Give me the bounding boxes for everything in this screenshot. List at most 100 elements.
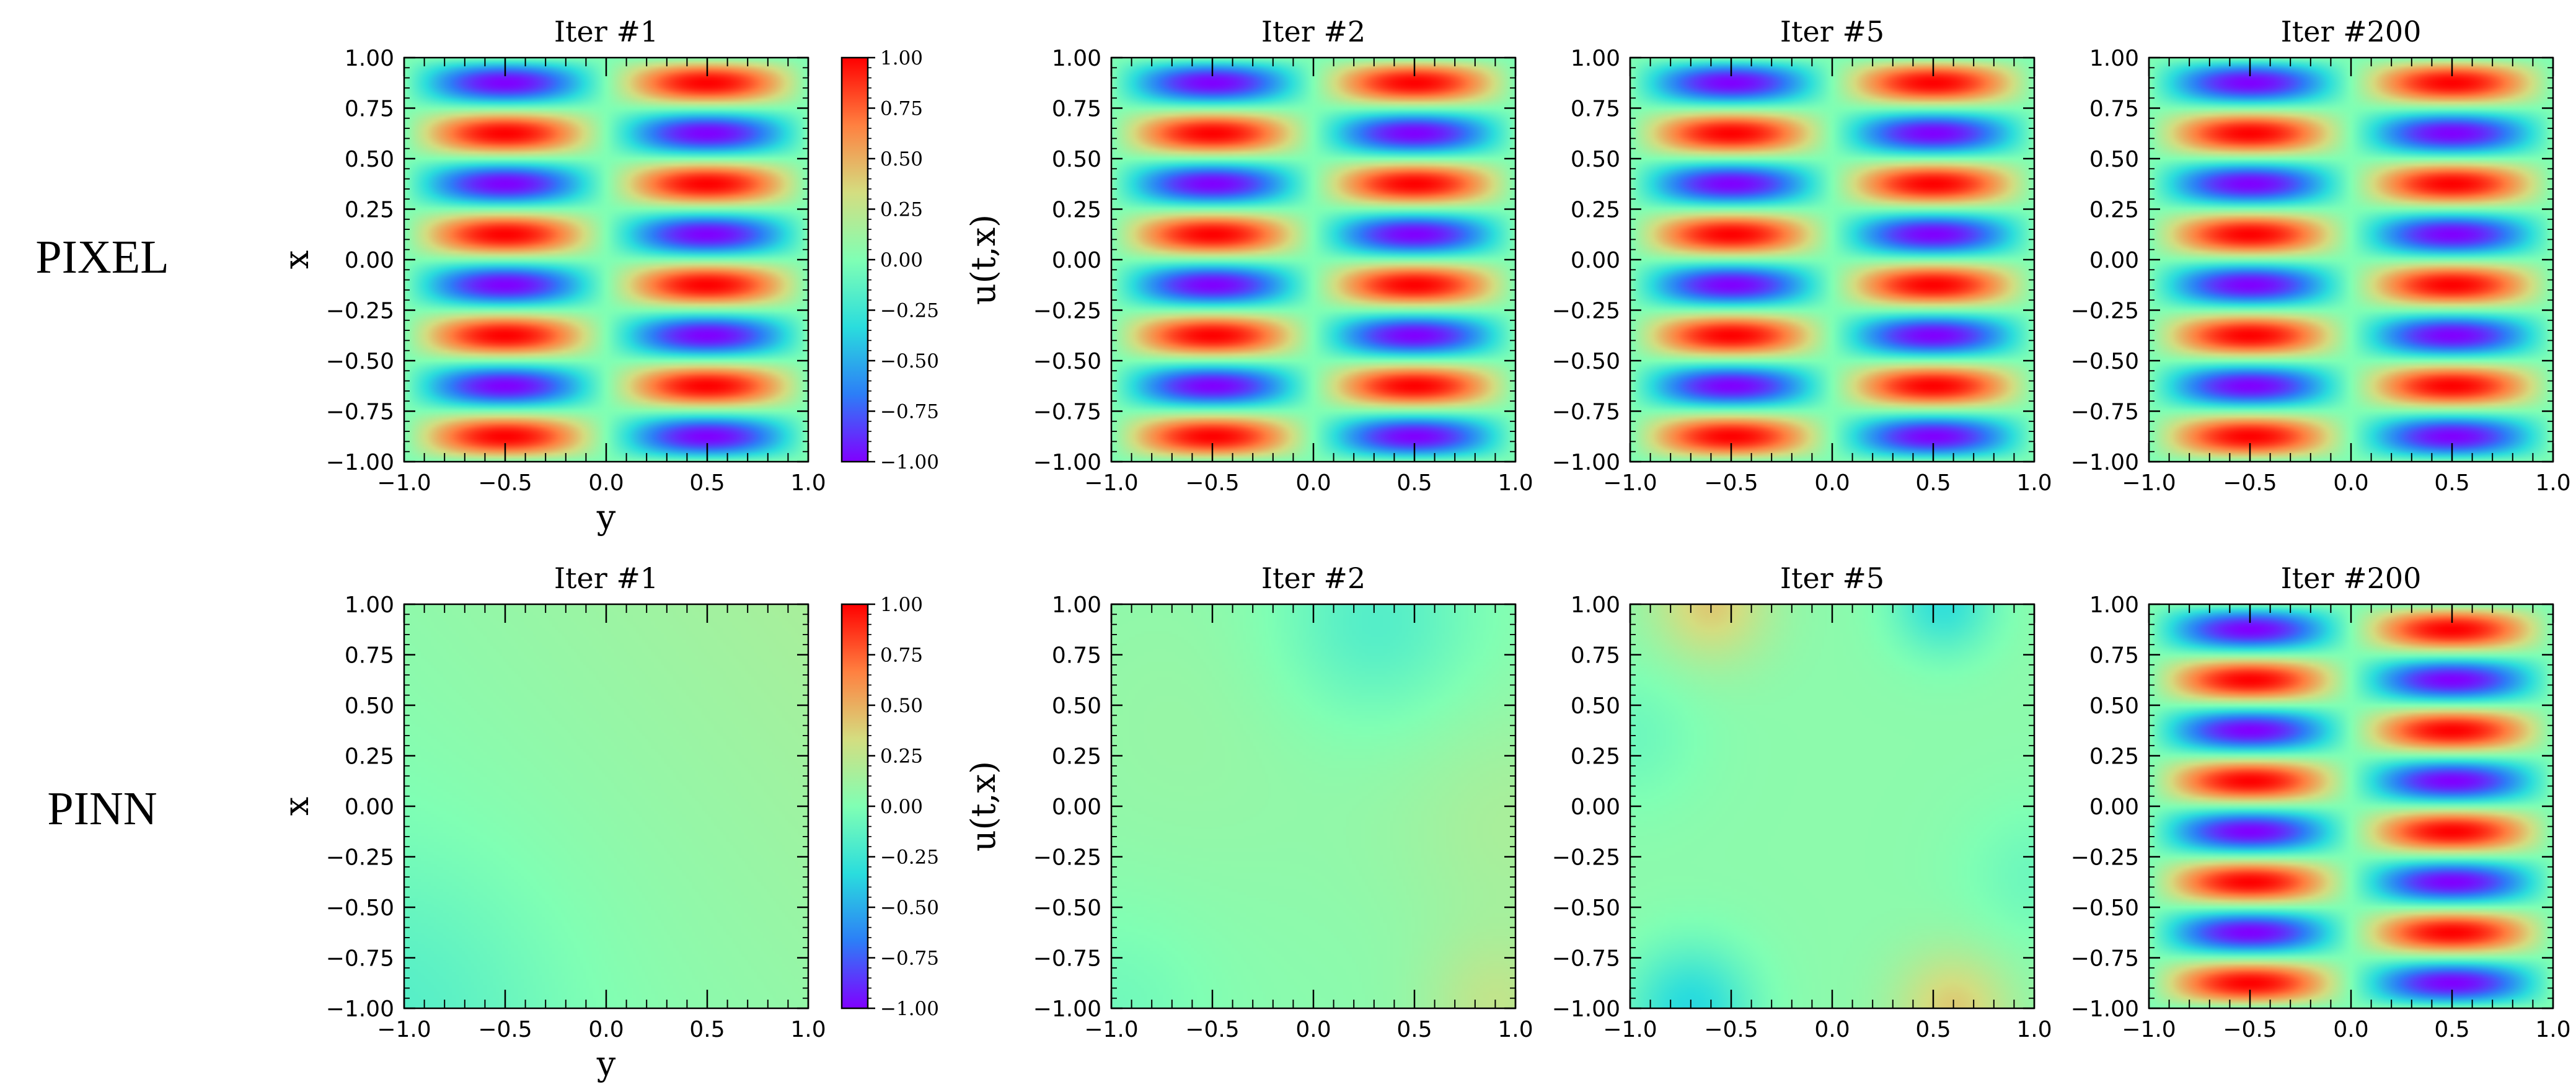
x-tick-label: 1.0	[2016, 470, 2052, 496]
colorbar-tick-label: 1.00	[880, 47, 923, 69]
y-tick-label: 0.00	[1571, 248, 1620, 273]
x-tick-label: 0.5	[1915, 1017, 1951, 1042]
y-tick-label: 0.50	[1052, 147, 1101, 172]
y-tick-label: 0.75	[2089, 97, 2139, 122]
y-tick-label: −1.00	[326, 997, 394, 1022]
colorbar-pinn: 1.00 0.75 0.50 0.25 0.00 −0.25 −0.50 −0.75 −1.00…	[840, 594, 1003, 1020]
y-tick-label: 0.75	[2089, 643, 2139, 669]
y-tick-label: −1.00	[1552, 997, 1620, 1022]
colorbar-gradient	[842, 58, 868, 462]
y-tick-label: 0.75	[1052, 643, 1101, 669]
x-tick-label: 0.0	[2333, 470, 2368, 496]
y-tick-label: −0.75	[1033, 946, 1101, 972]
y-tick-label: 1.00	[2089, 592, 2139, 618]
colorbar-label: u(t,x)	[964, 214, 1003, 305]
x-tick-label: 0.5	[2434, 1017, 2469, 1042]
y-tick-label: 0.25	[345, 744, 394, 770]
y-tick-label: 0.25	[1571, 744, 1620, 770]
y-tick-label: −0.25	[1033, 845, 1101, 871]
y-tick-label: −0.75	[2071, 946, 2139, 972]
y-tick-label: −0.25	[2071, 299, 2139, 324]
y-tick-label: −0.50	[1033, 349, 1101, 374]
y-tick-label: −1.00	[326, 450, 394, 475]
y-axis-label: x	[277, 250, 316, 269]
panel-pinn-4: Iter #200 −1.0 −0.5 0.0 0.5 1.0 1.00 0.75 0.50 0.…	[2071, 561, 2571, 1042]
y-tick-label: −0.50	[326, 896, 394, 921]
x-tick-label: −1.0	[377, 470, 431, 496]
y-tick-label: −0.25	[1552, 845, 1620, 871]
y-tick-label: 0.25	[1052, 198, 1101, 223]
y-tick-label: 0.75	[1052, 97, 1101, 122]
y-tick-label: −1.00	[1033, 997, 1101, 1022]
heatmap-image	[1630, 604, 2034, 1008]
y-tick-label: 1.00	[345, 46, 394, 71]
y-tick-label: −0.50	[326, 349, 394, 374]
y-tick-label: 0.25	[1571, 198, 1620, 223]
colorbar-tick-label: 1.00	[880, 594, 923, 616]
colorbar-pixel: 1.00 0.75 0.50 0.25 0.00 −0.25 −0.50 −0.75 −1.00…	[840, 47, 1003, 473]
x-tick-label: −0.5	[1704, 470, 1758, 496]
y-tick-label: 0.25	[2089, 744, 2139, 770]
y-tick-label: −0.50	[1552, 896, 1620, 921]
colorbar-tick-label: 0.25	[880, 199, 923, 221]
x-tick-label: −0.5	[2223, 1017, 2277, 1042]
colorbar-tick-label: 0.75	[880, 645, 923, 667]
y-tick-label: −1.00	[2071, 997, 2139, 1022]
x-tick-label: 1.0	[2535, 1017, 2570, 1042]
y-tick-label: 1.00	[2089, 46, 2139, 71]
x-tick-label: 0.0	[1295, 470, 1331, 496]
x-tick-label: −1.0	[377, 1017, 431, 1042]
y-tick-label: −0.25	[326, 845, 394, 871]
y-tick-label: −1.00	[1033, 450, 1101, 475]
x-tick-label: 1.0	[2016, 1017, 2052, 1042]
y-tick-label: −0.25	[2071, 845, 2139, 871]
x-tick-label: 1.0	[790, 470, 826, 496]
panel-pinn-1: Iter #1 −1.0 −0.5 0.0 0.5 1.0 1.00 0.75 0.50 0.25…	[277, 561, 826, 1083]
panel-title: Iter #1	[554, 15, 658, 48]
x-tick-label: 1.0	[1498, 1017, 1533, 1042]
heatmap-image	[404, 58, 808, 462]
x-tick-label: 0.5	[689, 470, 725, 496]
x-tick-label: −1.0	[2122, 470, 2176, 496]
y-tick-label: −0.75	[2071, 400, 2139, 425]
x-axis-label: y	[596, 1044, 616, 1083]
y-tick-label: 0.75	[345, 97, 394, 122]
x-tick-label: 0.5	[1396, 470, 1432, 496]
colorbars: 1.00 0.75 0.50 0.25 0.00 −0.25 −0.50 −0.75 −1.00…	[840, 47, 1003, 1020]
x-tick-label: 0.0	[1295, 1017, 1331, 1042]
x-tick-label: −0.5	[478, 1017, 532, 1042]
y-tick-label: −0.50	[2071, 896, 2139, 921]
x-tick-label: 0.0	[1814, 1017, 1850, 1042]
colorbar-tick-label: 0.50	[880, 695, 923, 717]
colorbar-tick-label: −0.25	[880, 300, 939, 322]
y-tick-label: −0.75	[1552, 946, 1620, 972]
y-tick-label: −0.50	[2071, 349, 2139, 374]
y-tick-label: 0.00	[1052, 794, 1101, 820]
colorbar-gradient	[842, 604, 868, 1008]
panel-pixel-4: Iter #200 −1.0 −0.5 0.0 0.5 1.0 1.00 0.75 0.50 0.…	[2071, 15, 2571, 496]
y-tick-label: 0.25	[345, 198, 394, 223]
colorbar-tick-label: −1.00	[880, 451, 939, 473]
panel-pinn-3: Iter #5 −1.0 −0.5 0.0 0.5 1.0 1.00 0.75 0.50 0.25…	[1552, 561, 2052, 1042]
x-tick-label: −0.5	[1185, 470, 1239, 496]
x-tick-label: −0.5	[478, 470, 532, 496]
panel-title: Iter #2	[1261, 15, 1365, 48]
y-tick-label: −0.75	[1552, 400, 1620, 425]
x-tick-label: −1.0	[1603, 470, 1657, 496]
colorbar-tick-label: 0.00	[880, 249, 923, 271]
colorbar-label: u(t,x)	[964, 761, 1003, 852]
colorbar-tick-label: 0.25	[880, 746, 923, 768]
y-tick-label: 0.75	[1571, 97, 1620, 122]
panel-pixel-3: Iter #5 −1.0 −0.5 0.0 0.5 1.0 1.00 0.75 0.50 0.25…	[1552, 15, 2052, 496]
x-tick-label: 0.0	[588, 1017, 624, 1042]
x-tick-label: −0.5	[1185, 1017, 1239, 1042]
x-tick-label: 0.0	[588, 470, 624, 496]
colorbar-tick-label: −0.75	[880, 401, 939, 423]
colorbar-tick-label: −0.50	[880, 350, 939, 372]
y-tick-label: 0.00	[345, 248, 394, 273]
x-tick-label: 1.0	[2535, 470, 2570, 496]
y-tick-label: 0.00	[2089, 248, 2139, 273]
y-tick-label: 0.25	[2089, 198, 2139, 223]
y-tick-label: 0.50	[1571, 147, 1620, 172]
